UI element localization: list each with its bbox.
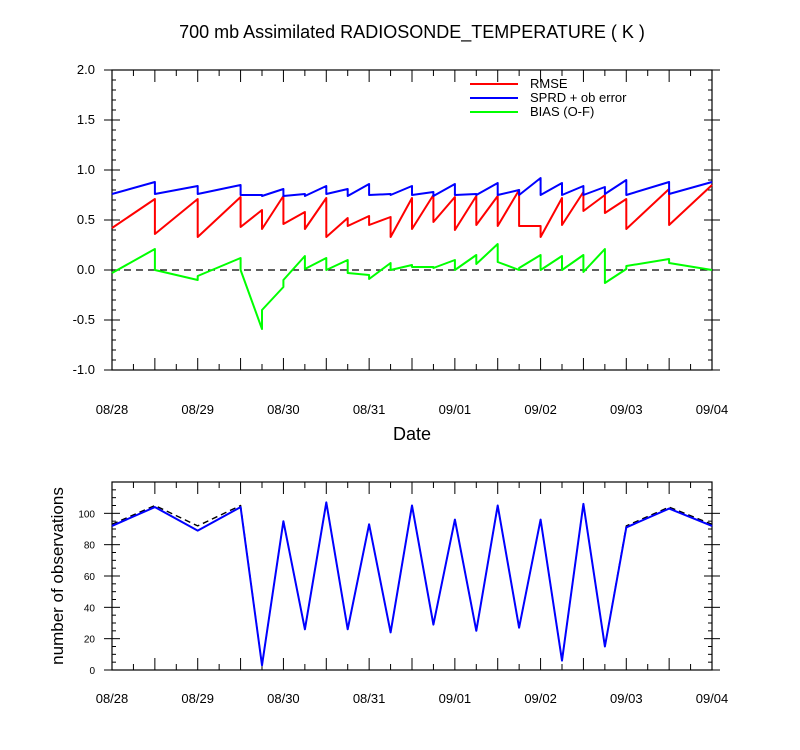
bottom-tick-marks <box>104 481 720 671</box>
bottom-x-tick-labels: 08/28 08/29 08/30 08/31 09/01 09/02 09/0… <box>96 691 729 706</box>
series-line-sprd-ob-error <box>111 177 713 197</box>
bottom-xtick-label: 09/02 <box>524 691 557 706</box>
top-x-axis-label: Date <box>393 424 431 444</box>
top-xtick-label: 09/02 <box>524 402 557 417</box>
bottom-xtick-label: 08/28 <box>96 691 129 706</box>
bottom-y-tick-labels: 0 20 40 60 80 100 <box>78 509 95 677</box>
bottom-xtick-label: 09/04 <box>696 691 729 706</box>
series-line-bias-o-f <box>111 243 713 330</box>
top-ytick-label: 1.0 <box>77 162 95 177</box>
bottom-xtick-label: 09/03 <box>610 691 643 706</box>
top-x-tick-labels: 08/28 08/29 08/30 08/31 09/01 09/02 09/0… <box>96 402 729 417</box>
top-chart-title: 700 mb Assimilated RADIOSONDE_TEMPERATUR… <box>179 22 645 43</box>
top-ytick-label: -0.5 <box>73 312 95 327</box>
top-xtick-label: 08/29 <box>181 402 214 417</box>
bottom-ytick-label: 0 <box>89 666 95 677</box>
legend: RMSE SPRD + ob error BIAS (O-F) <box>470 76 627 119</box>
bottom-xtick-label: 09/01 <box>439 691 472 706</box>
top-xtick-label: 08/30 <box>267 402 300 417</box>
bottom-xtick-label: 08/31 <box>353 691 386 706</box>
bottom-ytick-label: 100 <box>78 509 95 520</box>
top-panel: 700 mb Assimilated RADIOSONDE_TEMPERATUR… <box>73 22 729 444</box>
top-ytick-label: 2.0 <box>77 62 95 77</box>
top-ytick-label: 0.5 <box>77 212 95 227</box>
top-xtick-label: 08/28 <box>96 402 129 417</box>
bottom-panel: 0 20 40 60 80 100 08/28 08/29 08/30 08/3… <box>48 481 729 706</box>
bottom-ytick-label: 20 <box>84 635 96 646</box>
top-xtick-label: 09/01 <box>439 402 472 417</box>
bottom-series-lines <box>111 501 713 667</box>
top-tick-marks <box>104 69 720 371</box>
bottom-ytick-label: 60 <box>84 572 96 583</box>
legend-label-rmse: RMSE <box>530 76 568 91</box>
bottom-xtick-label: 08/29 <box>181 691 214 706</box>
bottom-xtick-label: 08/30 <box>267 691 300 706</box>
top-y-tick-labels: -1.0 -0.5 0.0 0.5 1.0 1.5 2.0 <box>73 62 95 377</box>
bottom-ytick-label: 80 <box>84 541 96 552</box>
legend-label-bias: BIAS (O-F) <box>530 104 594 119</box>
top-ytick-label: 1.5 <box>77 112 95 127</box>
top-ytick-label: 0.0 <box>77 262 95 277</box>
series-line-obs-dashed <box>111 501 713 666</box>
legend-label-sprd: SPRD + ob error <box>530 90 627 105</box>
bottom-ytick-label: 40 <box>84 603 96 614</box>
top-series-lines <box>111 177 713 330</box>
series-line-rmse <box>111 184 713 238</box>
top-xtick-label: 08/31 <box>353 402 386 417</box>
bottom-y-axis-label: number of observations <box>48 487 67 665</box>
top-xtick-label: 09/03 <box>610 402 643 417</box>
top-ytick-label: -1.0 <box>73 362 95 377</box>
series-line-obs-solid <box>111 501 713 667</box>
top-xtick-label: 09/04 <box>696 402 729 417</box>
